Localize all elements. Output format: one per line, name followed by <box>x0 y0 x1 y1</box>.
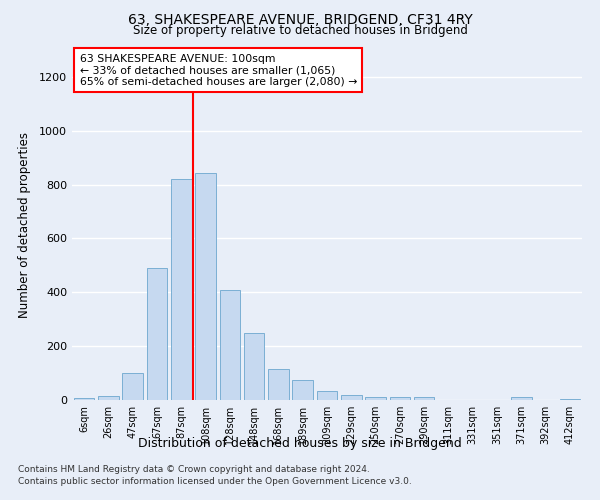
Bar <box>317 390 337 400</box>
Bar <box>122 373 143 400</box>
Bar <box>74 398 94 400</box>
Bar <box>341 394 362 400</box>
Bar <box>244 332 265 400</box>
Text: 63 SHAKESPEARE AVENUE: 100sqm
← 33% of detached houses are smaller (1,065)
65% o: 63 SHAKESPEARE AVENUE: 100sqm ← 33% of d… <box>80 54 357 86</box>
Bar <box>195 172 216 400</box>
Text: Size of property relative to detached houses in Bridgend: Size of property relative to detached ho… <box>133 24 467 37</box>
Bar <box>98 396 119 400</box>
Bar <box>511 398 532 400</box>
Text: Contains HM Land Registry data © Crown copyright and database right 2024.: Contains HM Land Registry data © Crown c… <box>18 466 370 474</box>
Bar <box>171 179 191 400</box>
Bar <box>146 268 167 400</box>
Bar <box>560 398 580 400</box>
Bar <box>365 398 386 400</box>
Bar <box>414 398 434 400</box>
Bar <box>268 369 289 400</box>
Text: 63, SHAKESPEARE AVENUE, BRIDGEND, CF31 4RY: 63, SHAKESPEARE AVENUE, BRIDGEND, CF31 4… <box>128 12 472 26</box>
Bar <box>292 380 313 400</box>
Text: Contains public sector information licensed under the Open Government Licence v3: Contains public sector information licen… <box>18 476 412 486</box>
Bar <box>389 397 410 400</box>
Text: Distribution of detached houses by size in Bridgend: Distribution of detached houses by size … <box>138 438 462 450</box>
Bar <box>220 290 240 400</box>
Y-axis label: Number of detached properties: Number of detached properties <box>17 132 31 318</box>
